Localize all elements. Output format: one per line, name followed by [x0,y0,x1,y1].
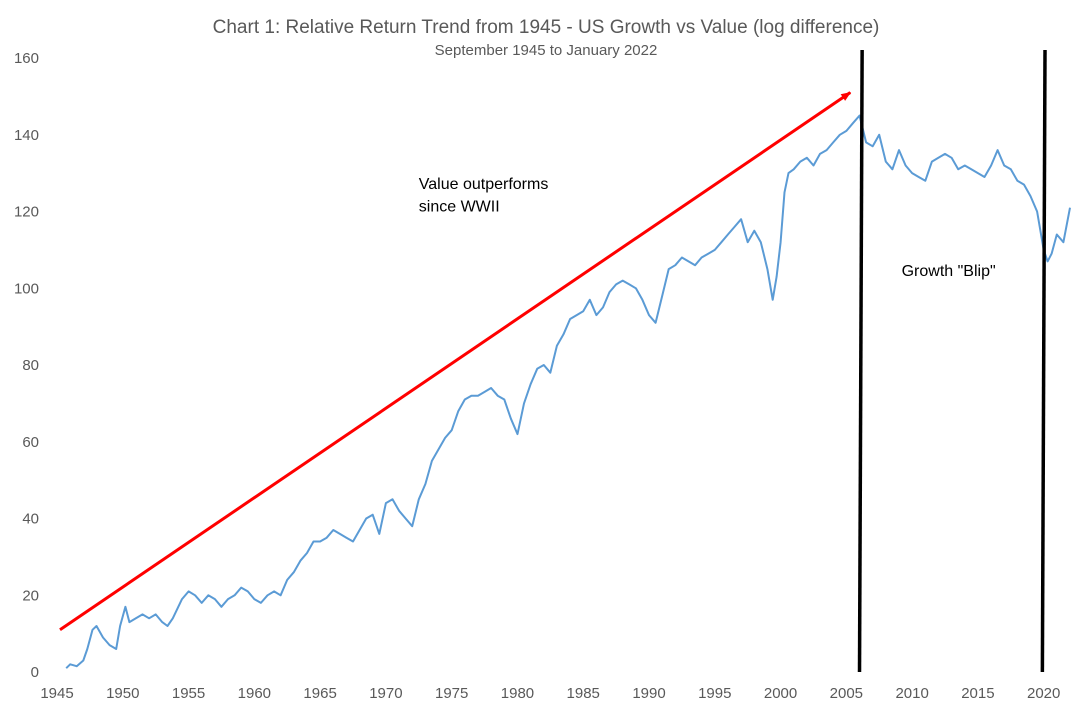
x-tick-label: 2020 [1027,685,1060,702]
annotation-text: Growth "Blip" [902,263,996,280]
chart-subtitle: September 1945 to January 2022 [435,42,658,59]
vertical-marker-line [1040,49,1047,673]
x-tick-label: 1980 [501,685,534,702]
x-tick-label: 2005 [830,685,863,702]
x-tick-label: 1965 [303,685,336,702]
x-tick-label: 1990 [632,685,665,702]
x-tick-label: 1975 [435,685,468,702]
y-tick-label: 40 [22,511,39,528]
y-tick-label: 120 [14,204,39,221]
annotation-text: Value outperforms [419,176,549,193]
x-tick-label: 2000 [764,685,797,702]
y-tick-label: 20 [22,587,39,604]
x-tick-label: 1950 [106,685,139,702]
series-line [65,114,1071,669]
trend-arrow [59,91,852,632]
x-tick-label: 1960 [238,685,271,702]
x-axis-ticks: 1945 1950 1955 1960 1965 1970 1975 1980 1985 1990… [40,685,1060,702]
y-axis-ticks: 0 20 40 60 80 100 120 140 160 [14,50,39,681]
annotations: Value outperforms since WWII Growth "Blip" [419,176,996,280]
y-tick-label: 0 [31,664,39,681]
chart-title: Chart 1: Relative Return Trend from 1945… [213,17,880,38]
vertical-marker-line [857,49,864,673]
y-tick-label: 140 [14,127,39,144]
x-tick-label: 1945 [40,685,73,702]
y-tick-label: 80 [22,357,39,374]
x-tick-label: 2015 [961,685,994,702]
y-tick-label: 100 [14,280,39,297]
x-tick-label: 1970 [369,685,402,702]
y-tick-label: 60 [22,434,39,451]
plot-area [59,49,1071,673]
x-tick-label: 2010 [895,685,928,702]
x-tick-label: 1955 [172,685,205,702]
y-tick-label: 160 [14,50,39,67]
x-tick-label: 1995 [698,685,731,702]
x-tick-label: 1985 [567,685,600,702]
annotation-text: since WWII [419,199,500,216]
